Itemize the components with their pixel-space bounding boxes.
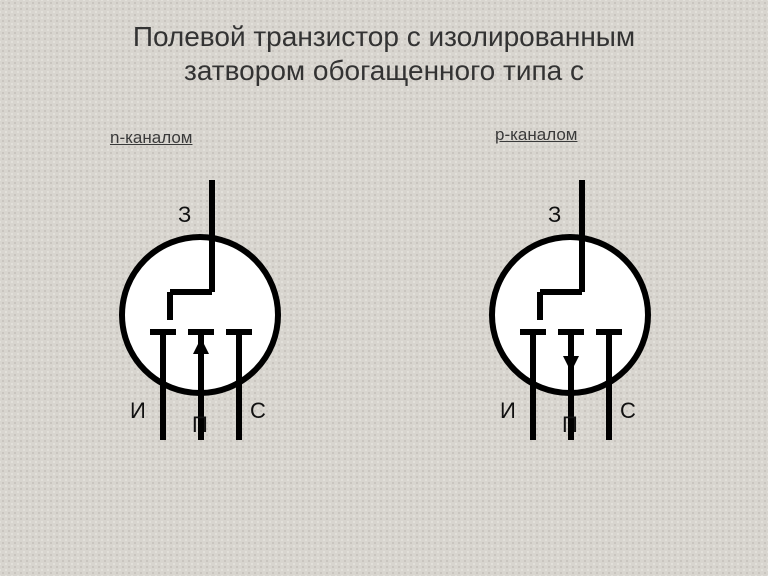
subtitle-n-channel-text: n-каналом	[110, 128, 192, 147]
subtitle-n-channel: n-каналом	[110, 128, 192, 148]
slide-title-text: Полевой транзистор с изолированнымзатвор…	[133, 21, 635, 86]
diagram-p-channel: З И П С	[440, 180, 700, 440]
slide-title: Полевой транзистор с изолированнымзатвор…	[0, 20, 768, 87]
svg-text:И: И	[130, 398, 146, 423]
svg-text:И: И	[500, 398, 516, 423]
svg-text:С: С	[620, 398, 636, 423]
svg-text:С: С	[250, 398, 266, 423]
svg-text:З: З	[178, 202, 191, 227]
diagram-n-channel: З И П С	[70, 180, 330, 440]
svg-text:П: П	[562, 412, 578, 437]
slide: Полевой транзистор с изолированнымзатвор…	[0, 0, 768, 576]
svg-text:П: П	[192, 412, 208, 437]
subtitle-p-channel: p-каналом	[495, 125, 577, 145]
svg-text:З: З	[548, 202, 561, 227]
subtitle-p-channel-text: p-каналом	[495, 125, 577, 144]
